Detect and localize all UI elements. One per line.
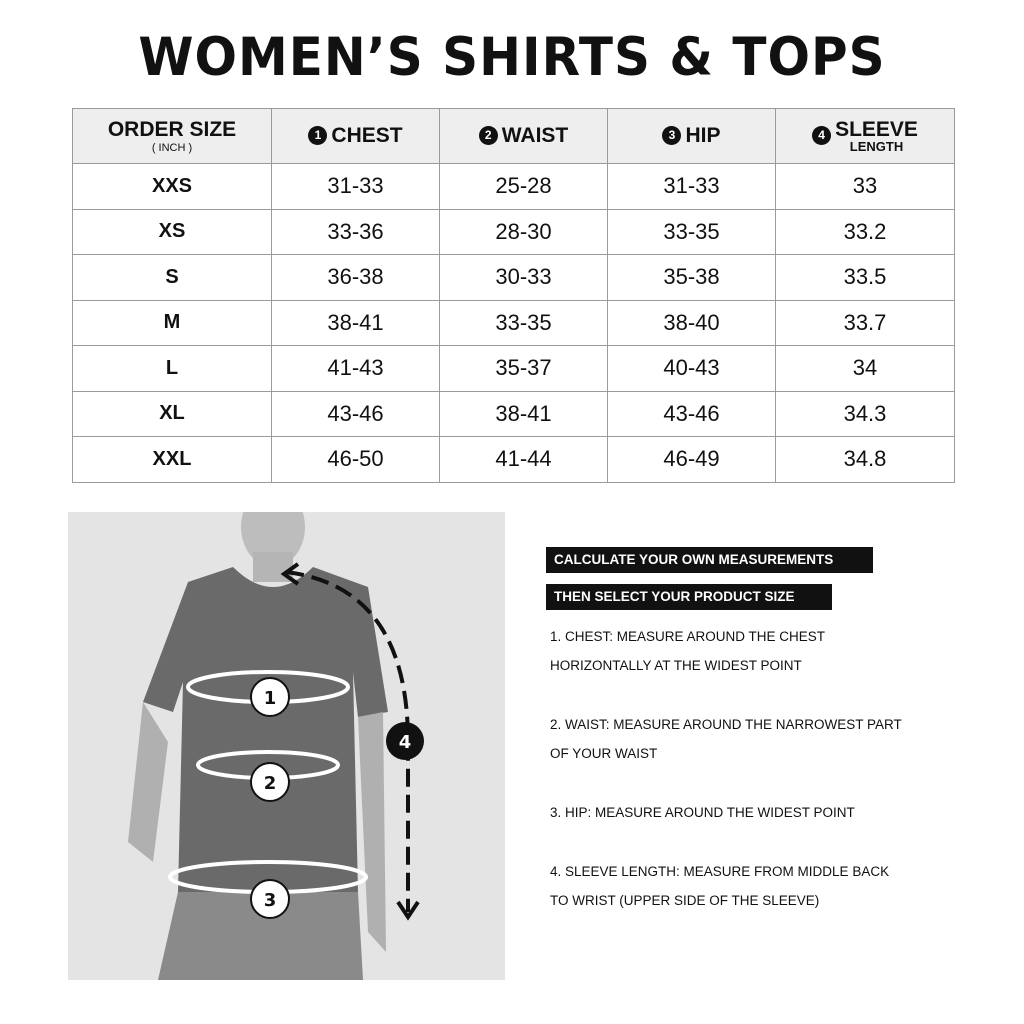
header-sleeve-length: 4 SLEEVE LENGTH bbox=[775, 108, 955, 164]
cell-waist: 41-44 bbox=[439, 436, 608, 483]
header-label: CHEST bbox=[331, 124, 403, 147]
cell-size: M bbox=[72, 299, 272, 346]
cell-hip: 35-38 bbox=[607, 254, 776, 301]
cell-chest: 31-33 bbox=[271, 163, 440, 210]
svg-text:4: 4 bbox=[399, 732, 412, 753]
cell-chest: 41-43 bbox=[271, 345, 440, 392]
instruction-banner-1: CALCULATE YOUR OWN MEASUREMENTS bbox=[546, 547, 873, 573]
cell-waist: 25-28 bbox=[439, 163, 608, 210]
cell-sleeve-length: 33 bbox=[775, 163, 955, 210]
cell-size: XS bbox=[72, 208, 272, 255]
table-row: L 41-43 35-37 40-43 34 bbox=[72, 345, 955, 392]
model-figure bbox=[128, 512, 388, 980]
instruction-line: 2. WAIST: MEASURE AROUND THE NARROWEST P… bbox=[550, 717, 902, 732]
instruction-banner-2: THEN SELECT YOUR PRODUCT SIZE bbox=[546, 584, 832, 610]
instruction-line: HORIZONTALLY AT THE WIDEST POINT bbox=[550, 658, 802, 673]
cell-chest: 46-50 bbox=[271, 436, 440, 483]
cell-waist: 30-33 bbox=[439, 254, 608, 301]
marker-2-icon: 2 bbox=[250, 762, 290, 802]
svg-text:1: 1 bbox=[264, 688, 277, 709]
svg-text:2: 2 bbox=[264, 773, 277, 794]
table-row: S 36-38 30-33 35-38 33.5 bbox=[72, 254, 955, 301]
header-label: ORDER SIZE bbox=[107, 118, 237, 141]
cell-hip: 43-46 bbox=[607, 390, 776, 437]
instruction-line: TO WRIST (UPPER SIDE OF THE SLEEVE) bbox=[550, 893, 820, 908]
cell-hip: 38-40 bbox=[607, 299, 776, 346]
cell-waist: 35-37 bbox=[439, 345, 608, 392]
cell-chest: 43-46 bbox=[271, 390, 440, 437]
header-sublabel: LENGTH bbox=[849, 139, 904, 154]
cell-sleeve-length: 33.7 bbox=[775, 299, 955, 346]
svg-text:3: 3 bbox=[264, 890, 277, 911]
header-order-size: ORDER SIZE( INCH ) bbox=[72, 108, 272, 164]
cell-waist: 28-30 bbox=[439, 208, 608, 255]
cell-hip: 31-33 bbox=[607, 163, 776, 210]
header-unit: ( INCH ) bbox=[151, 142, 193, 154]
cell-waist: 38-41 bbox=[439, 390, 608, 437]
header-waist: 2 WAIST bbox=[439, 108, 608, 164]
number-badge-icon: 3 bbox=[662, 126, 682, 145]
table-row: M 38-41 33-35 38-40 33.7 bbox=[72, 299, 955, 346]
measurement-figure: 1 2 3 4 bbox=[68, 512, 505, 980]
cell-chest: 36-38 bbox=[271, 254, 440, 301]
header-label: SLEEVE bbox=[835, 118, 918, 141]
table-row: XS 33-36 28-30 33-35 33.2 bbox=[72, 208, 955, 255]
table-row: XXL 46-50 41-44 46-49 34.8 bbox=[72, 436, 955, 483]
header-hip: 3 HIP bbox=[607, 108, 776, 164]
marker-4-icon: 4 bbox=[386, 722, 424, 760]
cell-hip: 46-49 bbox=[607, 436, 776, 483]
cell-chest: 33-36 bbox=[271, 208, 440, 255]
cell-size: XL bbox=[72, 390, 272, 437]
cell-hip: 40-43 bbox=[607, 345, 776, 392]
cell-size: S bbox=[72, 254, 272, 301]
number-badge-icon: 1 bbox=[308, 126, 328, 145]
table-row: XXS 31-33 25-28 31-33 33 bbox=[72, 163, 955, 210]
header-label: HIP bbox=[685, 124, 721, 147]
number-badge-icon: 2 bbox=[478, 126, 498, 145]
instruction-line: OF YOUR WAIST bbox=[550, 746, 658, 761]
marker-1-icon: 1 bbox=[250, 677, 290, 717]
cell-size: L bbox=[72, 345, 272, 392]
number-badge-icon: 4 bbox=[812, 125, 832, 145]
cell-sleeve-length: 33.2 bbox=[775, 208, 955, 255]
table-row: XL 43-46 38-41 43-46 34.3 bbox=[72, 390, 955, 437]
cell-sleeve-length: 34 bbox=[775, 345, 955, 392]
cell-sleeve-length: 34.3 bbox=[775, 390, 955, 437]
marker-3-icon: 3 bbox=[250, 879, 290, 919]
instruction-line: 4. SLEEVE LENGTH: MEASURE FROM MIDDLE BA… bbox=[550, 864, 890, 879]
cell-hip: 33-35 bbox=[607, 208, 776, 255]
cell-sleeve-length: 34.8 bbox=[775, 436, 955, 483]
cell-size: XXS bbox=[72, 163, 272, 210]
header-label: WAIST bbox=[501, 124, 569, 147]
page-title: WOMEN’S SHIRTS & TOPS bbox=[138, 26, 886, 88]
cell-waist: 33-35 bbox=[439, 299, 608, 346]
instruction-line: 3. HIP: MEASURE AROUND THE WIDEST POINT bbox=[550, 805, 855, 820]
cell-sleeve-length: 33.5 bbox=[775, 254, 955, 301]
cell-chest: 38-41 bbox=[271, 299, 440, 346]
instruction-line: 1. CHEST: MEASURE AROUND THE CHEST bbox=[550, 629, 826, 644]
header-chest: 1 CHEST bbox=[271, 108, 440, 164]
cell-size: XXL bbox=[72, 436, 272, 483]
